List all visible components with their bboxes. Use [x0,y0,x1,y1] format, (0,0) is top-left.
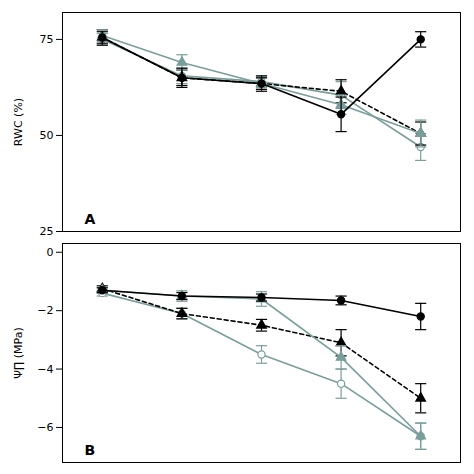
svg-text:50: 50 [40,129,54,142]
svg-text:B: B [85,442,96,458]
svg-text:25: 25 [40,225,54,237]
svg-text:RWC (%): RWC (%) [12,98,25,146]
svg-text:75: 75 [40,33,54,46]
svg-text:Ψ∏ (MPa): Ψ∏ (MPa) [12,327,25,378]
svg-text:A: A [85,211,96,227]
svg-text:0: 0 [47,246,54,259]
svg-text:−2: −2 [37,304,53,317]
svg-text:−4: −4 [37,363,53,376]
svg-text:−6: −6 [37,421,53,434]
